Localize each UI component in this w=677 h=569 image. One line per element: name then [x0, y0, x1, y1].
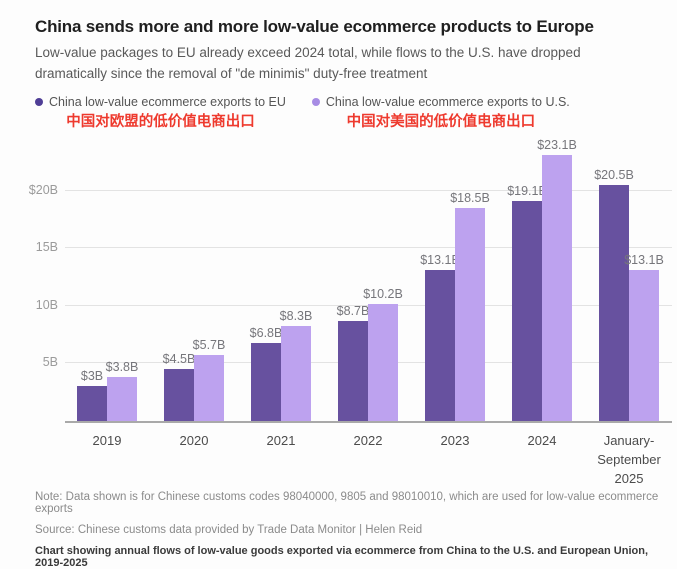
bar-eu — [599, 185, 629, 421]
bar-us — [107, 377, 137, 421]
legend-dot-eu-icon — [35, 98, 43, 106]
gridline: 15B — [36, 240, 672, 254]
bar-value-label: $3B — [80, 369, 104, 383]
bar-value-label: $10.2B — [363, 287, 403, 301]
bar-us — [194, 355, 224, 421]
x-axis-tick-label: 2019 — [92, 433, 122, 448]
bar-wrap-eu: $8.7B — [337, 304, 369, 421]
bar-value-label: $8.3B — [279, 309, 313, 323]
bar-value-label: $4.5B — [162, 352, 196, 366]
bar-value-label: $19.1B — [507, 184, 547, 198]
bar-eu — [164, 369, 194, 421]
plot-area: 5B 10B 15B $20B $3B $3.8B 2019 $4.5B $5.7B 2020 $6… — [29, 138, 672, 486]
bar-wrap-us: $18.5B — [450, 191, 490, 421]
source-text: Source: Chinese customs data provided by… — [35, 524, 423, 536]
bar-wrap-eu: $19.1B — [507, 184, 547, 421]
bar-us — [281, 326, 311, 421]
bar-value-label: $20.5B — [594, 168, 634, 182]
bar-value-label: $6.8B — [249, 326, 283, 340]
bar-value-label: $18.5B — [450, 191, 490, 205]
note-text: Note: Data shown is for Chinese customs … — [35, 491, 659, 515]
bar-eu — [512, 201, 542, 421]
footnotes: Note: Data shown is for Chinese customs … — [35, 491, 667, 569]
bar-group-2020: $4.5B $5.7B 2020 — [163, 338, 226, 448]
y-axis-tick-label: 5B — [42, 355, 58, 369]
bar-wrap-eu: $20.5B — [594, 168, 634, 421]
bar-value-label: $8.7B — [336, 304, 370, 318]
bar-value-label: $5.7B — [192, 338, 226, 352]
bar-group-january-september-2025: $20.5B $13.1B January-September 2025 — [594, 168, 664, 486]
bar-wrap-us: $5.7B — [193, 338, 225, 421]
bar-group-2023: $13.1B $18.5B 2023 — [420, 191, 490, 448]
bar-group-2021: $6.8B $8.3B 2021 — [250, 309, 313, 448]
x-axis-tick-label: 2022 — [353, 433, 383, 448]
bar-wrap-us: $13.1B — [624, 253, 664, 421]
y-axis-tick-label: 15B — [35, 240, 58, 254]
bar-us — [629, 270, 659, 421]
bars-row: $3B $3.8B 2019 $4.5B $5.7B 2020 $6.8B $8.3B 2021… — [65, 138, 672, 486]
bar-eu — [251, 343, 281, 421]
bar-wrap-us: $3.8B — [106, 360, 138, 421]
legend-label-us: China low-value ecommerce exports to U.S… — [325, 95, 570, 109]
legend-item-eu: China low-value ecommerce exports to EU … — [35, 95, 286, 131]
bar-group-2019: $3B $3.8B 2019 — [77, 360, 138, 448]
bar-eu — [77, 386, 107, 421]
x-axis-tick-label: 2023 — [440, 433, 470, 448]
bar-wrap-us: $23.1B — [537, 138, 577, 421]
bar-wrap-us: $8.3B — [280, 309, 312, 421]
bar-value-label: $13.1B — [624, 253, 664, 267]
bar-chart: 5B 10B 15B $20B $3B $3.8B 2019 $4.5B $5.7B 2020 $6… — [29, 138, 672, 486]
x-axis-tick-label: 2024 — [527, 433, 557, 448]
gridline: $20B — [29, 183, 672, 197]
bar-group-2022: $8.7B $10.2B 2022 — [337, 287, 403, 448]
legend-row-us: China low-value ecommerce exports to U.S… — [311, 95, 570, 109]
bar-value-label: $13.1B — [420, 253, 460, 267]
bar-eu — [425, 270, 455, 421]
legend-dot-us-icon — [311, 98, 320, 106]
y-axis-tick-label: 10B — [35, 298, 58, 312]
bar-wrap-eu: $13.1B — [420, 253, 460, 421]
y-axis-tick-label: $20B — [28, 183, 58, 197]
x-axis-tick-label: 2021 — [266, 433, 296, 448]
chart-subtitle: Low-value packages to EU already exceed … — [35, 45, 581, 81]
bar-group-2024: $19.1B $23.1B 2024 — [507, 138, 577, 448]
legend: China low-value ecommerce exports to EU … — [35, 95, 667, 131]
chart-title: China sends more and more low-value ecom… — [35, 17, 594, 36]
caption-text: Chart showing annual flows of low-value … — [35, 545, 649, 569]
legend-label-us-zh: 中国对美国的低价值电商出口 — [346, 114, 536, 130]
bar-eu — [338, 321, 368, 421]
legend-item-us: China low-value ecommerce exports to U.S… — [311, 95, 570, 131]
bar-us — [455, 208, 485, 421]
bar-value-label: $3.8B — [105, 360, 139, 374]
bar-wrap-us: $10.2B — [363, 287, 403, 421]
bar-value-label: $23.1B — [537, 138, 577, 152]
legend-label-eu: China low-value ecommerce exports to EU — [49, 95, 286, 109]
bar-us — [368, 304, 398, 421]
legend-label-eu-zh: 中国对欧盟的低价值电商出口 — [66, 114, 255, 130]
x-axis-tick-label: 2020 — [179, 433, 209, 448]
x-axis-tick-label: January-September 2025 — [597, 433, 661, 486]
bar-wrap-eu: $3B — [77, 369, 107, 421]
bar-us — [542, 155, 572, 421]
bar-wrap-eu: $6.8B — [250, 326, 282, 421]
bar-wrap-eu: $4.5B — [163, 352, 195, 421]
legend-row-eu: China low-value ecommerce exports to EU — [35, 95, 286, 109]
